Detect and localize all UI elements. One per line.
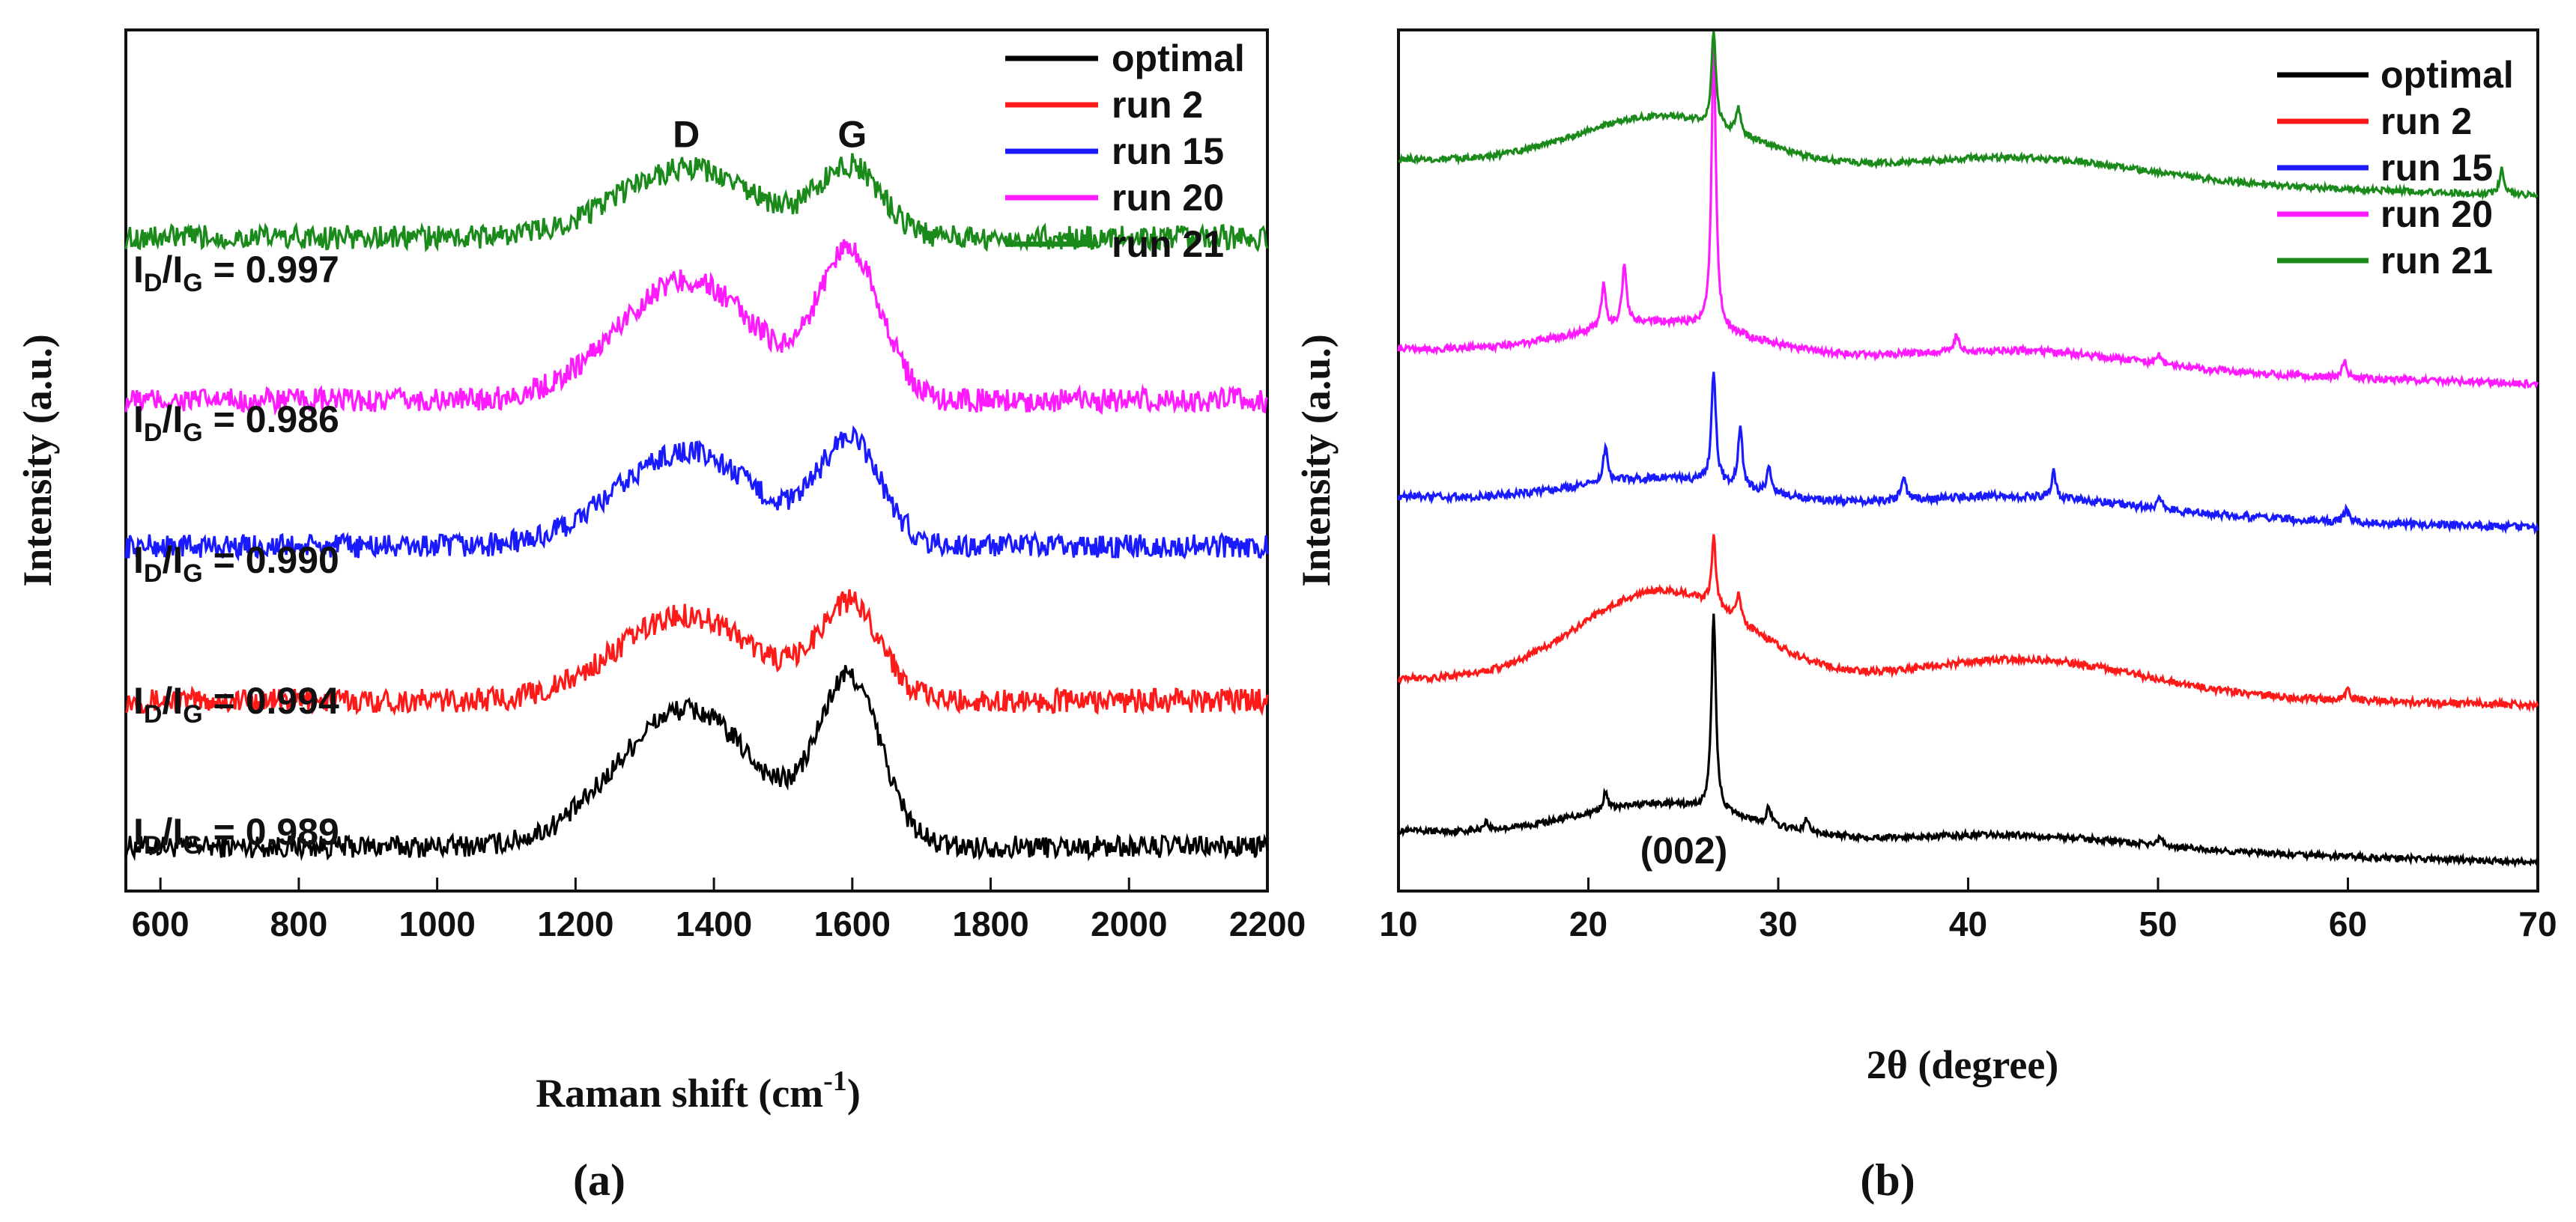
xrd-x-ticks: 10 20 30 40 50 60 70 xyxy=(1379,878,2557,943)
xrd-legend-label: optimal xyxy=(2380,54,2514,96)
xrd-plot-frame xyxy=(1397,28,2539,893)
xrd-x-axis-title: 2θ (degree) xyxy=(1867,1042,2059,1087)
xrd-x-tick-label: 70 xyxy=(2518,905,2557,943)
peak-label-d: D xyxy=(673,114,700,156)
raman-x-tick-label: 600 xyxy=(132,905,190,943)
xrd-line-run-20 xyxy=(1397,43,2539,389)
raman-line-run-2 xyxy=(124,589,1269,717)
xrd-x-tick-label: 50 xyxy=(2139,905,2177,943)
raman-x-tick-label: 1800 xyxy=(952,905,1028,943)
raman-x-tick-label: 1200 xyxy=(537,905,613,943)
raman-panel: 600 800 1000 1200 1400 1600 1800 2000 2200 D G I… xyxy=(15,28,1306,1205)
raman-x-axis-title: Raman shift (cm-1) xyxy=(536,1066,861,1116)
raman-series-lines xyxy=(124,153,1269,862)
raman-x-tick-label: 2000 xyxy=(1091,905,1167,943)
raman-line-run-20 xyxy=(124,239,1269,416)
ratio-label-run-20: ID/IG = 0.986 xyxy=(133,398,339,447)
ratio-label-run-2: ID/IG = 0.994 xyxy=(133,680,339,729)
raman-legend-label: run 2 xyxy=(1112,84,1203,126)
raman-legend-label: run 20 xyxy=(1112,177,1224,219)
xrd-line-run-21 xyxy=(1398,31,2539,201)
raman-y-axis-title: Intensity (a.u.) xyxy=(15,334,60,587)
raman-x-tick-label: 800 xyxy=(270,905,328,943)
xrd-x-tick-label: 20 xyxy=(1569,905,1607,943)
ratio-label-run-15: ID/IG = 0.990 xyxy=(133,539,339,588)
xrd-line-optimal xyxy=(1397,613,2539,869)
peak-annotation-002: (002) xyxy=(1640,830,1728,872)
raman-plot-frame xyxy=(124,28,1269,893)
raman-x-ticks: 600 800 1000 1200 1400 1600 1800 2000 2200 xyxy=(132,878,1306,943)
xrd-x-tick-label: 30 xyxy=(1759,905,1797,943)
raman-legend-label: run 21 xyxy=(1112,223,1224,265)
ratio-label-optimal: ID/IG = 0.989 xyxy=(133,811,339,860)
ratio-labels: ID/IG = 0.989 ID/IG = 0.994 ID/IG = 0.99… xyxy=(133,249,339,860)
xrd-legend-label: run 20 xyxy=(2380,193,2493,235)
ratio-label-run-21: ID/IG = 0.997 xyxy=(133,249,339,297)
raman-line-optimal xyxy=(124,665,1269,862)
xrd-legend-label: run 21 xyxy=(2380,240,2493,282)
xrd-line-run-2 xyxy=(1397,534,2539,713)
raman-x-tick-label: 1400 xyxy=(676,905,752,943)
raman-x-tick-label: 1000 xyxy=(398,905,475,943)
panel-label-b: (b) xyxy=(1860,1155,1915,1205)
xrd-series-lines xyxy=(1397,31,2539,869)
raman-line-run-15 xyxy=(124,425,1269,562)
raman-legend-label: optimal xyxy=(1112,37,1245,79)
raman-x-tick-label: 1600 xyxy=(814,905,891,943)
xrd-x-tick-label: 10 xyxy=(1379,905,1417,943)
xrd-line-run-15 xyxy=(1397,371,2539,535)
xrd-legend-label: run 2 xyxy=(2380,100,2472,142)
xrd-x-tick-label: 40 xyxy=(1949,905,1987,943)
xrd-y-axis-title: Intensity (a.u.) xyxy=(1294,334,1339,587)
xrd-x-tick-label: 60 xyxy=(2329,905,2367,943)
peak-label-g: G xyxy=(837,114,867,156)
xrd-legend-label: run 15 xyxy=(2380,147,2493,189)
raman-legend-label: run 15 xyxy=(1112,130,1224,172)
panel-label-a: (a) xyxy=(573,1155,625,1205)
raman-x-tick-label: 2200 xyxy=(1229,905,1306,943)
raman-line-run-21 xyxy=(124,153,1269,252)
